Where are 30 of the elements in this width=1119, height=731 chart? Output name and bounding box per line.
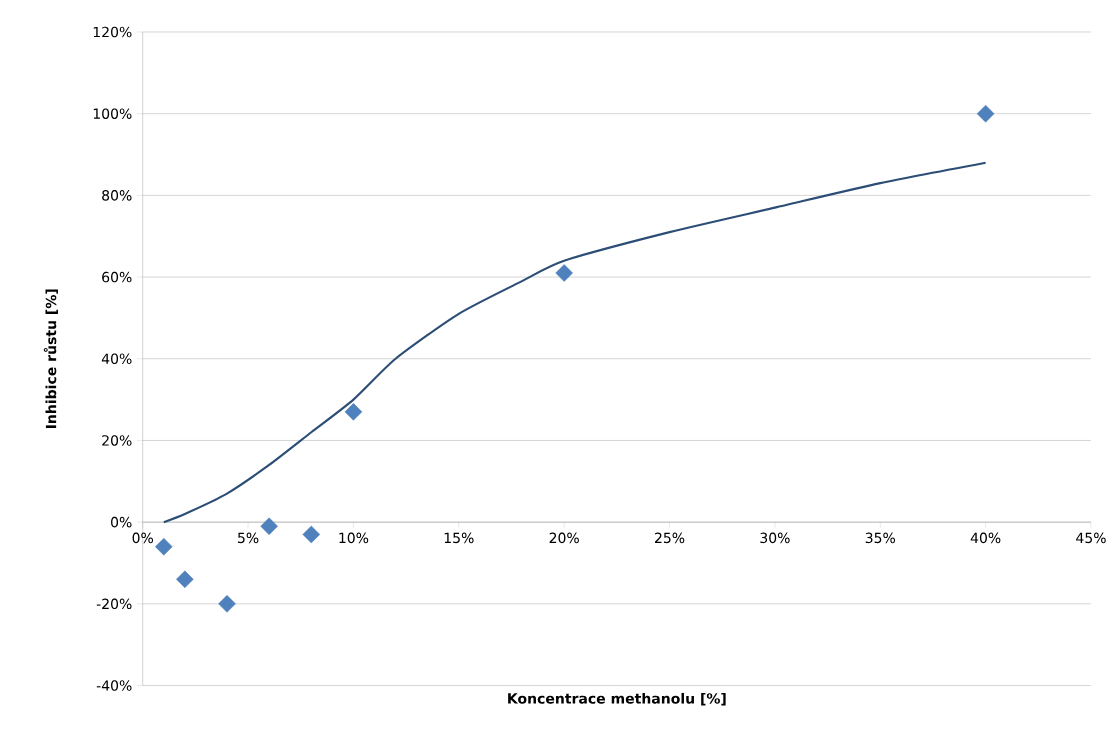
y-tick-label: 20% [102,435,132,446]
point [302,525,321,544]
x-tick-label: 20% [549,532,579,544]
x-tick-label: 25% [654,532,685,544]
x-tick-label: 5% [238,532,259,544]
x-tick-label: 45% [1076,532,1106,544]
y-tick-label: 100% [93,108,132,120]
y-tick-label: -40% [96,680,132,691]
x-tick-label: 0% [132,532,154,544]
point [155,537,173,556]
y-tick-label: 80% [102,190,132,201]
point [976,104,995,123]
y-tick-label: 0% [111,516,132,528]
y-tick-label: 120% [93,26,132,38]
line-series [162,161,987,524]
y-axis-title: Inhibice růstu [%] [43,289,58,429]
point [555,264,573,282]
y-tick-label: 60% [102,271,132,283]
point [176,570,194,589]
x-tick-label: 15% [444,532,474,544]
y-tick-label: 40% [101,353,132,365]
x-tick-label: 35% [865,532,896,544]
x-tick-label: 10% [339,532,369,544]
x-axis-title: Koncentrace methanolu [%] [508,692,726,706]
x-tick-label: 40% [970,532,1001,544]
y-tick-label: -20% [96,598,132,610]
point [260,517,278,536]
point [218,595,236,613]
point [344,403,363,421]
x-tick-label: 30% [760,532,790,544]
